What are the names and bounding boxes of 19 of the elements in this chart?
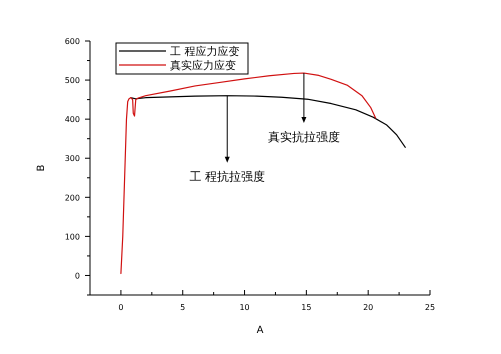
y-tick-label: 300: [64, 154, 80, 164]
x-axis-title: A: [256, 325, 264, 336]
y-tick-label: 500: [64, 76, 80, 86]
x-tick-label: 15: [301, 303, 312, 312]
x-tick-label: 25: [424, 303, 436, 312]
y-tick-label: 600: [64, 37, 80, 46]
y-tick-label: 0: [74, 271, 80, 280]
legend-label: 真实应力应变: [170, 59, 236, 72]
y-tick-label: 200: [64, 193, 80, 202]
x-tick-label: 0: [118, 303, 124, 312]
y-tick-label: 100: [64, 232, 80, 242]
x-tick-label: 20: [363, 303, 374, 312]
y-tick-label: 400: [64, 115, 80, 124]
x-tick-label: 5: [180, 303, 186, 312]
y-axis-title: B: [36, 164, 47, 172]
annotation: 真实抗拉强度: [268, 130, 340, 144]
annotation: 工 程抗拉强度: [189, 170, 266, 184]
x-tick-label: 10: [239, 303, 250, 312]
legend-label: 工 程应力应变: [170, 45, 240, 58]
